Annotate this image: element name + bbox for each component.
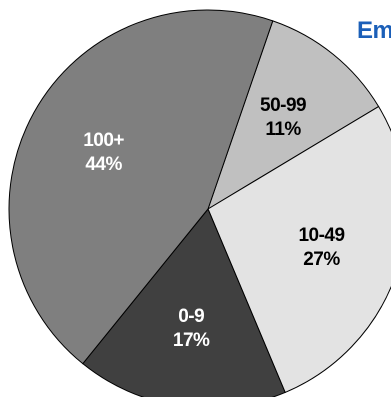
slice-category-label: 100+ <box>83 130 124 151</box>
chart-title: Em <box>357 17 391 44</box>
slice-percent-label: 11% <box>265 119 301 140</box>
pie-slice-50-99 <box>207 20 380 211</box>
pie-slice-10-49 <box>207 105 391 394</box>
slice-category-label: 0-9 <box>178 306 204 327</box>
pie-slices <box>8 9 391 402</box>
pie-labels: 50-99 11% 10-49 27% 0-9 17% 100+ 44% <box>83 95 345 351</box>
pie-slice-100plus <box>8 9 274 365</box>
slice-percent-label: 44% <box>85 154 122 175</box>
slice-category-label: 50-99 <box>260 95 306 116</box>
slice-percent-label: 17% <box>173 330 210 351</box>
slice-percent-label: 27% <box>303 249 340 270</box>
slice-category-label: 10-49 <box>298 225 344 246</box>
